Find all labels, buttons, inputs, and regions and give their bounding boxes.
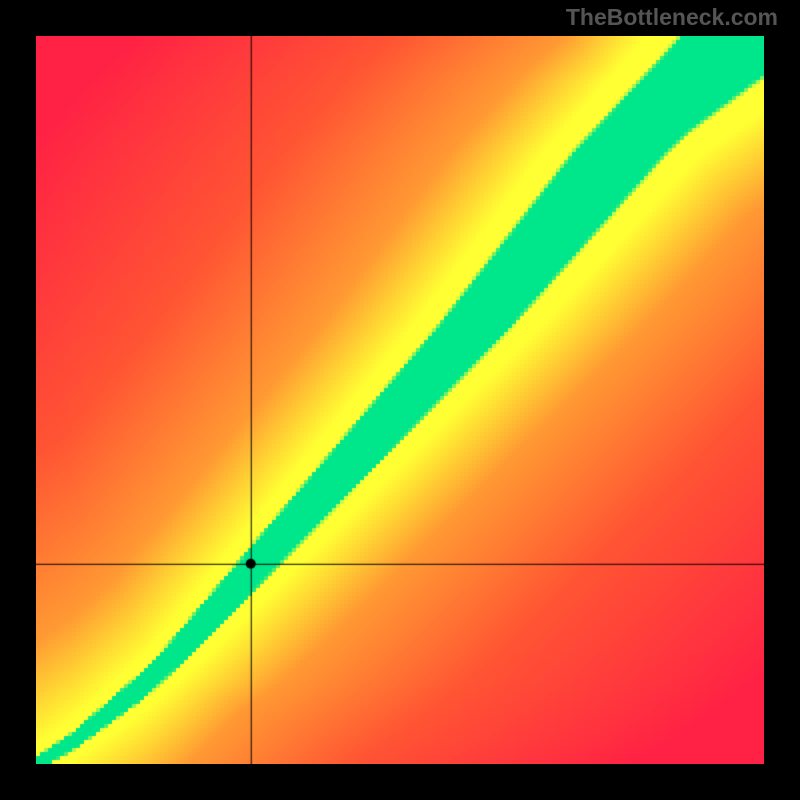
outer-frame: TheBottleneck.com bbox=[0, 0, 800, 800]
heatmap-plot bbox=[36, 36, 764, 764]
watermark-text: TheBottleneck.com bbox=[566, 4, 778, 31]
heatmap-canvas bbox=[36, 36, 764, 764]
